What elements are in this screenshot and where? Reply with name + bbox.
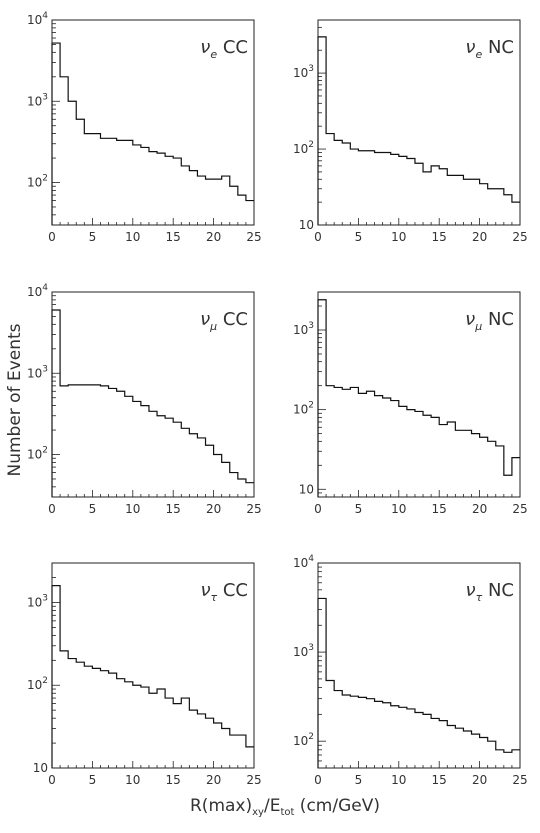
y-tick-label: 104 bbox=[27, 283, 48, 299]
y-axis-title: Number of Events bbox=[5, 323, 25, 476]
y-tick-label: 102 bbox=[293, 401, 314, 417]
x-tick-label: 10 bbox=[125, 502, 140, 516]
x-tick-label: 15 bbox=[432, 502, 447, 516]
x-tick-label: 0 bbox=[48, 230, 56, 244]
y-tick-label: 10 bbox=[33, 761, 48, 775]
x-tick-label: 10 bbox=[391, 502, 406, 516]
y-tick-label: 103 bbox=[293, 64, 314, 80]
x-axis-title: R(max)xy/Etot (cm/GeV) bbox=[190, 796, 380, 818]
x-tick-label: 25 bbox=[512, 502, 527, 516]
histogram-line bbox=[317, 597, 520, 768]
x-tick-label: 25 bbox=[512, 230, 527, 244]
panel-label: ντ NC bbox=[466, 580, 514, 604]
x-tick-label: 20 bbox=[206, 773, 221, 787]
x-tick-label: 0 bbox=[314, 502, 322, 516]
x-tick-label: 15 bbox=[166, 230, 181, 244]
y-tick-label: 102 bbox=[293, 140, 314, 156]
histogram-line bbox=[51, 309, 254, 497]
y-tick-label: 104 bbox=[27, 11, 48, 27]
y-tick-label: 10 bbox=[299, 482, 314, 496]
histogram-line bbox=[51, 42, 254, 225]
histogram-panel: 0 5 10 15 20 25 102 103 104 νμ CC bbox=[27, 283, 262, 516]
x-tick-label: 5 bbox=[89, 230, 97, 244]
y-tick-label: 102 bbox=[293, 732, 314, 748]
y-tick-label: 103 bbox=[27, 593, 48, 609]
y-tick-label: 102 bbox=[27, 174, 48, 190]
x-tick-label: 10 bbox=[125, 773, 140, 787]
x-tick-label: 15 bbox=[432, 773, 447, 787]
y-tick-label: 103 bbox=[293, 321, 314, 337]
y-tick-label: 102 bbox=[27, 446, 48, 462]
panel-label: νe CC bbox=[200, 37, 248, 61]
histogram-panel: 0 5 10 15 20 25 102 103 104 ντ NC bbox=[293, 554, 528, 787]
x-tick-label: 25 bbox=[246, 502, 261, 516]
panel-label: νμ CC bbox=[200, 309, 248, 333]
panel-label: νμ NC bbox=[465, 309, 514, 333]
x-tick-label: 15 bbox=[166, 502, 181, 516]
histogram-panel: 0 5 10 15 20 25 10 102 103 νμ NC bbox=[293, 291, 528, 516]
x-tick-label: 0 bbox=[48, 773, 56, 787]
x-tick-label: 20 bbox=[472, 502, 487, 516]
panels: 0 5 10 15 20 25 102 103 104 νe CC 0 5 10 15 20 25 10 102 1… bbox=[27, 11, 528, 787]
histogram-line bbox=[317, 299, 520, 497]
x-tick-label: 25 bbox=[512, 773, 527, 787]
x-tick-label: 20 bbox=[206, 502, 221, 516]
x-tick-label: 0 bbox=[48, 502, 56, 516]
y-tick-label: 103 bbox=[27, 364, 48, 380]
x-tick-label: 25 bbox=[246, 773, 261, 787]
histogram-line bbox=[317, 36, 520, 225]
x-tick-label: 5 bbox=[355, 773, 363, 787]
x-tick-label: 0 bbox=[314, 773, 322, 787]
x-tick-label: 25 bbox=[246, 230, 261, 244]
x-tick-label: 20 bbox=[206, 230, 221, 244]
x-tick-label: 5 bbox=[89, 773, 97, 787]
x-tick-label: 5 bbox=[355, 502, 363, 516]
y-tick-label: 10 bbox=[299, 218, 314, 232]
x-tick-label: 0 bbox=[314, 230, 322, 244]
histogram-line bbox=[51, 584, 254, 768]
x-tick-label: 10 bbox=[125, 230, 140, 244]
y-tick-label: 103 bbox=[27, 92, 48, 108]
histogram-panel: 0 5 10 15 20 25 10 102 103 νe NC bbox=[293, 19, 528, 244]
x-tick-label: 10 bbox=[391, 230, 406, 244]
histogram-panel: 0 5 10 15 20 25 102 103 104 νe CC bbox=[27, 11, 262, 244]
x-tick-label: 15 bbox=[432, 230, 447, 244]
y-tick-label: 103 bbox=[293, 643, 314, 659]
x-tick-label: 20 bbox=[472, 230, 487, 244]
x-tick-label: 10 bbox=[391, 773, 406, 787]
panel-label: νe NC bbox=[465, 37, 514, 61]
x-tick-label: 5 bbox=[89, 502, 97, 516]
panel-label: ντ CC bbox=[200, 580, 248, 604]
y-tick-label: 102 bbox=[27, 676, 48, 692]
x-tick-label: 20 bbox=[472, 773, 487, 787]
y-tick-label: 104 bbox=[293, 554, 314, 570]
x-tick-label: 5 bbox=[355, 230, 363, 244]
histogram-panel: 0 5 10 15 20 25 10 102 103 ντ CC bbox=[27, 562, 262, 787]
x-tick-label: 15 bbox=[166, 773, 181, 787]
